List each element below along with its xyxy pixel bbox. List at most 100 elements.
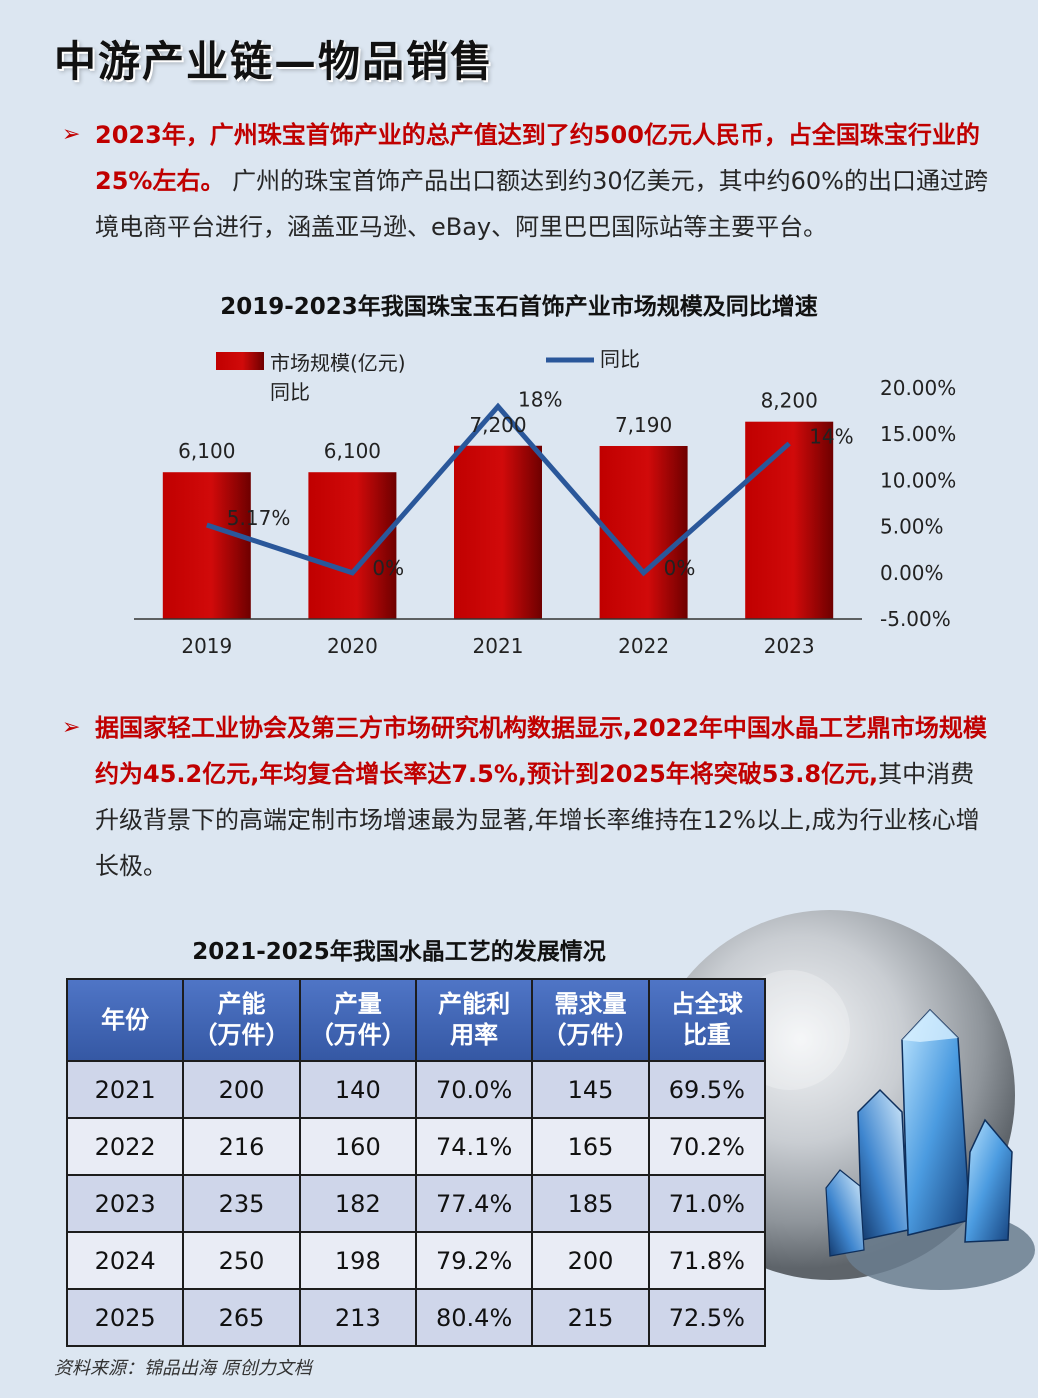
header-line: 占全球 [670,990,743,1018]
right-axis-tick-label: 0.00% [880,561,944,585]
table-cell: 80.4% [414,1288,534,1347]
table-cell: 74.1% [414,1117,534,1176]
bar-value-label: 7,190 [615,413,672,437]
line-value-label: 0% [372,556,404,580]
right-axis-tick-label: 5.00% [880,515,944,539]
bar-2022 [599,445,688,619]
table-header-cell: 需求量 （万件） [531,978,650,1062]
bar-value-label: 6,100 [178,439,235,463]
header-line: 产能 [217,990,266,1018]
source-text: 据国家轻工业协会及第三方市场研究机构数据显示, [95,714,633,742]
source-note: 资料来源：锦品出海 原创力文档 [54,1358,312,1379]
table-row: 2022 216 160 74.1% 165 70.2% [65,1117,767,1176]
line-value-label: 14% [809,424,853,448]
header-line: （万件） [542,1021,639,1049]
bar-2021 [454,445,542,619]
line-value-label: 0% [664,556,696,580]
table-cell: 69.5% [647,1060,767,1119]
x-tick-label: 2019 [181,634,232,658]
table-cell: 2025 [65,1288,185,1347]
legend-bar-label: 市场规模(亿元) [270,351,406,375]
crystal-craft-table: 年份 产能 （万件） 产量 （万件） 产能利 用率 需求量 （万件） 占全球 比重 2021 200 1… [65,978,767,1347]
bullet-text: 2023年，广州珠宝首饰产业的总产值达到了约500亿元人民币，占全国珠宝行业的2… [95,112,997,250]
header-line: 需求量 [554,990,627,1018]
table-cell: 70.2% [647,1117,767,1176]
table-header-row: 年份 产能 （万件） 产量 （万件） 产能利 用率 需求量 （万件） 占全球 比重 [65,978,767,1062]
bullet-text: 据国家轻工业协会及第三方市场研究机构数据显示,2022年中国水晶工艺鼎市场规模约… [95,705,997,889]
table-cell: 2024 [65,1231,185,1290]
table-cell: 70.0% [414,1060,534,1119]
table-cell: 79.2% [414,1231,534,1290]
header-line: 产量 [333,990,382,1018]
table-cell: 200 [531,1231,650,1290]
bar-value-label: 6,100 [324,439,381,463]
table-cell: 145 [531,1060,650,1119]
bullet-guangzhou-jewelry: ➢ 2023年，广州珠宝首饰产业的总产值达到了约500亿元人民币，占全国珠宝行业… [62,112,997,250]
table-cell: 72.5% [647,1288,767,1347]
table-row: 2021 200 140 70.0% 145 69.5% [65,1060,767,1119]
x-tick-label: 2023 [764,634,815,658]
x-tick-label: 2021 [473,634,524,658]
table-header-cell: 年份 [65,978,185,1062]
header-line: （万件） [309,1021,406,1049]
table-cell: 2023 [65,1174,185,1233]
table-cell: 160 [298,1117,417,1176]
table-cell: 165 [531,1117,650,1176]
table-cell: 71.0% [647,1174,767,1233]
bar-2019 [162,472,251,619]
right-axis-tick-label: 10.00% [880,468,956,492]
arrow-bullet-icon: ➢ [62,715,81,740]
table-title: 2021-2025年我国水晶工艺的发展情况 [192,939,606,965]
growth-line [206,402,791,577]
body-text: 广州的珠宝首饰产品出口额达到约30亿美元，其中约60%的出口通过跨境电商平台进行… [95,167,988,241]
header-line: 比重 [682,1021,731,1049]
bar-value-label: 7,200 [469,413,526,437]
table-cell: 250 [182,1231,301,1290]
legend-bar-swatch [216,352,264,370]
body-text: 其中消费升级背景下的高端定制市场增速最为显著,年增长率维持在12%以上,成为行业… [95,760,980,880]
page-title: 中游产业链—物品销售 [54,37,495,86]
table-header-cell: 产能利 用率 [414,978,534,1062]
bullet-crystal-market: ➢ 据国家轻工业协会及第三方市场研究机构数据显示,2022年中国水晶工艺鼎市场规… [62,705,997,889]
header-line: 用率 [450,1021,499,1049]
table-cell: 185 [531,1174,650,1233]
highlight-text: 2023年，广州珠宝首饰产业的总产值达到了约500亿元人民币，占全国珠宝行业的2… [95,121,980,195]
table-row: 2023 235 182 77.4% 185 71.0% [65,1174,767,1233]
table-cell: 216 [182,1117,301,1176]
legend-extra-label: 同比 [270,380,310,404]
table-row: 2025 265 213 80.4% 215 72.5% [65,1288,767,1347]
table-cell: 140 [298,1060,417,1119]
table-cell: 235 [182,1174,301,1233]
header-line: 年份 [101,1005,150,1034]
legend-line-label: 同比 [600,347,640,371]
x-tick-label: 2020 [327,634,378,658]
table-header-cell: 产能 （万件） [182,978,301,1062]
bar-2020 [308,472,397,619]
header-line: （万件） [193,1021,290,1049]
table-header-cell: 占全球 比重 [647,978,767,1062]
table-cell: 198 [298,1231,417,1290]
table-cell: 215 [531,1288,650,1347]
right-axis-tick-label: -5.00% [880,607,951,631]
table-header-cell: 产量 （万件） [298,978,417,1062]
table-cell: 2022 [65,1117,185,1176]
table-cell: 77.4% [414,1174,534,1233]
table-cell: 2021 [65,1060,185,1119]
table-cell: 265 [182,1288,301,1347]
table-cell: 182 [298,1174,417,1233]
table-cell: 200 [182,1060,301,1119]
header-line: 产能利 [438,990,511,1018]
table-row: 2024 250 198 79.2% 200 71.8% [65,1231,767,1290]
bar-value-label: 8,200 [761,389,818,413]
quartz-point [901,1008,971,1236]
right-axis-tick-label: 20.00% [880,376,956,400]
bar-2023 [745,421,834,619]
right-axis-tick-label: 15.00% [880,422,956,446]
highlight-text: 2022年中国水晶工艺鼎市场规模约为45.2亿元,年均复合增长率达7.5%,预计… [95,714,987,788]
line-value-label: 5.17% [227,506,291,530]
line-value-label: 18% [518,387,562,411]
chart-title: 2019-2023年我国珠宝玉石首饰产业市场规模及同比增速 [220,294,818,320]
table-cell: 71.8% [647,1231,767,1290]
arrow-bullet-icon: ➢ [62,122,81,147]
